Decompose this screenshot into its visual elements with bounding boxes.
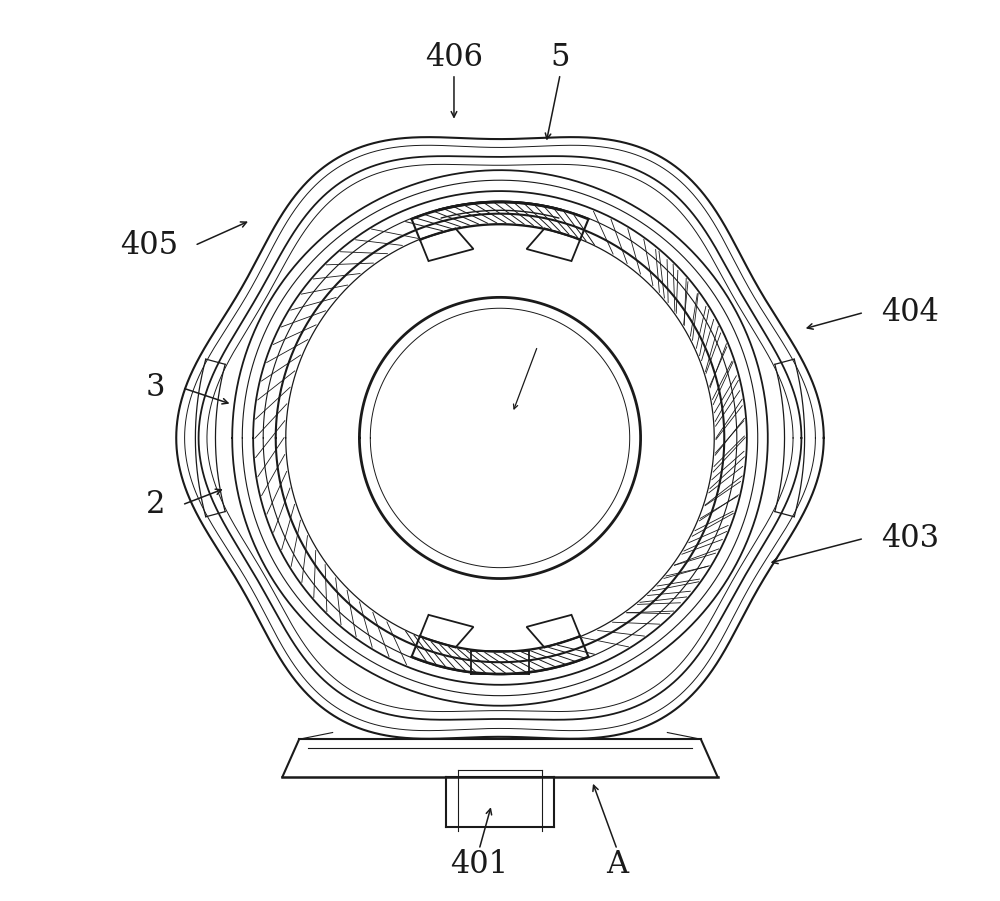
Text: 405: 405 — [120, 230, 178, 261]
Text: 5: 5 — [551, 41, 570, 73]
Text: 2: 2 — [146, 489, 165, 521]
Text: 406: 406 — [425, 41, 483, 73]
Text: 403: 403 — [881, 523, 939, 554]
Text: A: A — [606, 850, 628, 880]
Text: 401: 401 — [450, 850, 508, 880]
Text: 404: 404 — [881, 297, 939, 328]
Text: 3: 3 — [146, 372, 165, 404]
